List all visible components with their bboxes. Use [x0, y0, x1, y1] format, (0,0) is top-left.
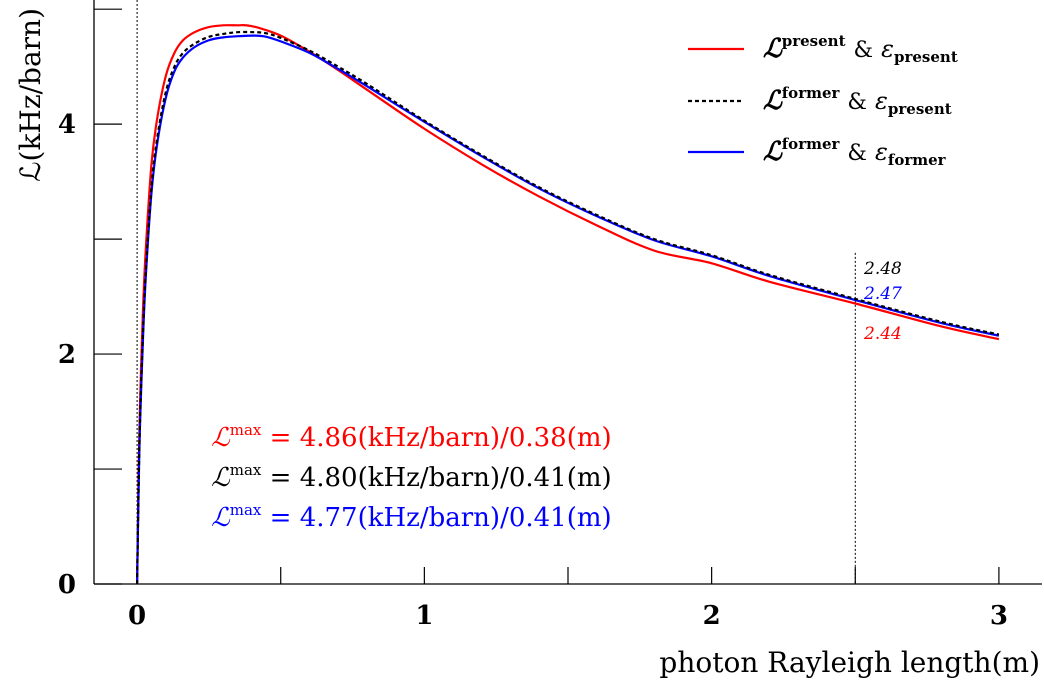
y-tick-label: 0: [58, 570, 76, 600]
value-labels: 2.48 2.47 2.44: [863, 259, 902, 344]
y-tick-label: 4: [58, 110, 76, 140]
series-line-present: [135, 24, 1000, 585]
x-axis-ticks: 0 1 2 3: [128, 567, 1008, 631]
series-line-former: [135, 34, 1000, 585]
series-lines: [135, 24, 1000, 585]
x-tick-label: 2: [703, 601, 721, 631]
x-tick-label: 0: [128, 601, 146, 631]
legend-entry-former: ℒformer & εformer: [763, 135, 947, 169]
value-label: 2.44: [863, 324, 902, 344]
reference-lines: [136, 0, 856, 584]
annotations: ℒmax = 4.86(kHz/barn)/0.38(m) ℒmax = 4.80…: [211, 421, 612, 533]
y-axis-title: ℒ(kHz/barn): [14, 8, 47, 182]
y-tick-label: 2: [58, 340, 76, 370]
value-label: 2.47: [863, 284, 902, 304]
x-tick-label: 1: [415, 601, 433, 631]
y-axis-ticks: 0 2 4: [58, 8, 122, 600]
legend-entry-present: ℒpresent & εpresent: [763, 32, 958, 66]
value-label: 2.48: [863, 259, 902, 279]
max-annotation: ℒmax = 4.86(kHz/barn)/0.38(m): [211, 421, 612, 453]
series-line-former_present: [135, 30, 1000, 585]
legend-entry-former_present: ℒformer & εpresent: [763, 84, 952, 118]
x-tick-label: 3: [990, 601, 1008, 631]
x-axis-title: photon Rayleigh length(m): [659, 646, 1040, 679]
legend: ℒpresent & εpresent ℒformer & εpresent ℒformer…: [688, 32, 958, 169]
max-annotation: ℒmax = 4.77(kHz/barn)/0.41(m): [211, 501, 612, 533]
max-annotation: ℒmax = 4.80(kHz/barn)/0.41(m): [211, 461, 612, 493]
